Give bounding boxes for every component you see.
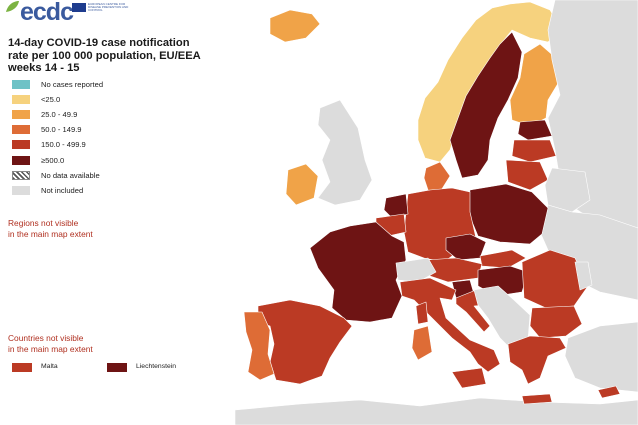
- region-lithuania: [505, 159, 549, 191]
- region-greece: [507, 335, 567, 385]
- regions-section-title: Regions not visible in the main map exte…: [8, 218, 93, 239]
- legend-item: No data available: [12, 168, 103, 183]
- region-cyprus: [597, 385, 621, 399]
- region-iceland: [269, 9, 321, 43]
- legend: No cases reported <25.0 25.0 - 49.9 50.0 - …: [12, 77, 103, 198]
- region-crete: [521, 393, 553, 405]
- map-title: 14-day COVID-19 case notification rate p…: [8, 37, 201, 75]
- country-legend-item: Liechtenstein: [107, 361, 202, 374]
- legend-label: Malta: [41, 363, 58, 371]
- legend-swatch: [12, 140, 30, 150]
- region-bulgaria: [529, 305, 583, 339]
- region-romania: [521, 249, 589, 309]
- legend-swatch: [12, 125, 30, 135]
- legend-swatch: [12, 110, 30, 120]
- region-denmark: [423, 161, 451, 193]
- legend-swatch: [12, 170, 30, 180]
- legend-swatch: [12, 155, 30, 165]
- legend-label: No cases reported: [41, 80, 104, 90]
- region-ireland: [285, 163, 319, 206]
- legend-item: Not included: [12, 183, 103, 198]
- legend-item: No cases reported: [12, 77, 103, 92]
- region-estonia: [517, 119, 553, 141]
- legend-label: <25.0: [41, 95, 61, 105]
- legend-item: <25.0: [12, 92, 103, 107]
- legend-label: 150.0 - 499.9: [41, 140, 86, 150]
- legend-swatch: [12, 363, 32, 372]
- logo-subtitle: EUROPEAN CENTRE FOR DISEASE PREVENTION A…: [88, 2, 129, 13]
- region-uk: [317, 99, 373, 206]
- legend-item: ≥500.0: [12, 152, 103, 167]
- legend-label: Not included: [41, 185, 84, 195]
- leaf-icon: [6, 1, 19, 12]
- legend-swatch: [107, 363, 127, 372]
- legend-item: 150.0 - 499.9: [12, 137, 103, 152]
- legend-item: 25.0 - 49.9: [12, 107, 103, 122]
- eu-flag-icon: [72, 3, 86, 12]
- country-legend-item: Malta: [12, 361, 107, 374]
- legend-label: 50.0 - 149.9: [41, 125, 82, 135]
- region-poland: [467, 183, 549, 245]
- countries-legend: Malta Liechtenstein: [12, 361, 202, 374]
- region-turkey: [564, 321, 638, 393]
- ecdc-logo: ecdc EUROPEAN CENTRE FOR DISEASE PREVENT…: [2, 0, 142, 30]
- region-switzerland: [395, 257, 437, 283]
- region-sicily: [451, 367, 487, 389]
- region-portugal: [243, 311, 275, 381]
- region-norway: [417, 1, 563, 163]
- legend-label: ≥500.0: [41, 155, 65, 165]
- countries-section-title: Countries not visible in the main map ex…: [8, 333, 93, 354]
- legend-swatch: [12, 95, 30, 105]
- region-moldova: [574, 261, 593, 291]
- region-france: [309, 221, 407, 323]
- legend-label: 25.0 - 49.9: [41, 110, 78, 120]
- region-ukraine: [539, 204, 638, 301]
- region-slovakia: [479, 249, 527, 269]
- region-czechia: [445, 233, 487, 261]
- legend-item: 50.0 - 149.9: [12, 122, 103, 137]
- legend-label: Liechtenstein: [136, 363, 177, 371]
- region-spain: [257, 299, 353, 385]
- legend-swatch: [12, 80, 30, 90]
- region-corsica: [415, 301, 429, 325]
- region-latvia: [511, 139, 557, 163]
- region-netherlands: [383, 193, 409, 219]
- region-sweden: [449, 31, 523, 179]
- region-sardinia: [411, 325, 433, 361]
- legend-label: No data available: [41, 170, 100, 180]
- logo-text: ecdc: [20, 0, 74, 26]
- region-north-africa: [234, 397, 638, 425]
- legend-swatch: [12, 185, 30, 195]
